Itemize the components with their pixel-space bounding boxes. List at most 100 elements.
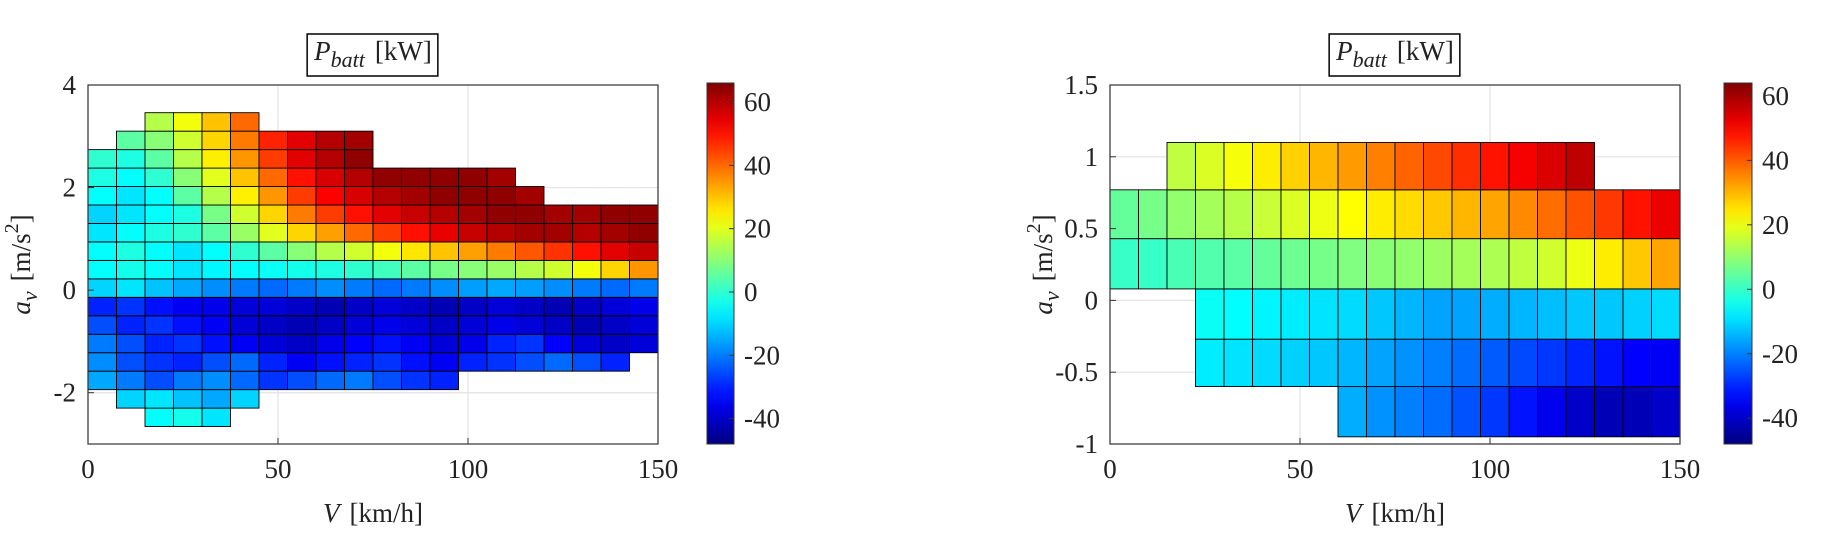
x-tick-label: 150 [638,454,679,484]
heat-cell [344,259,374,280]
heat-cell [629,223,659,243]
heat-cell [458,167,488,187]
heat-cell [629,259,659,280]
heat-cell [287,149,317,169]
heat-cell [600,296,630,317]
heat-cell [515,186,545,206]
heat-cell [486,204,516,224]
heat-cell [458,352,488,372]
heat-cell [344,370,374,391]
heat-cell [600,223,630,243]
y-tick-label: 2 [63,173,77,203]
colorbar-tick-label: 60 [744,87,771,117]
heat-cell [1508,288,1538,340]
heat-cell [543,296,573,317]
heat-cell [1309,288,1339,340]
heat-cell [315,370,345,391]
heat-cell [458,315,488,335]
heat-cell [1252,189,1282,240]
heat-cell [572,296,602,317]
x-label-symbol: V [323,498,343,528]
heat-cell [458,296,488,317]
heat-cell [1480,189,1510,240]
heat-cell [144,167,174,187]
heat-cell [1138,189,1168,240]
heat-cell [201,241,231,261]
colorbar-tick-label: 40 [1762,145,1789,175]
heat-cell [144,223,174,243]
heat-cell [287,352,317,372]
heat-cell [230,333,260,354]
y-label-power: 2 [1,223,23,233]
heat-cell [116,259,146,280]
heat-cell [144,186,174,206]
heat-cell [1366,386,1396,438]
heat-cell [1195,238,1225,290]
heat-cell [258,259,288,280]
heat-cell [144,259,174,280]
heat-cell [401,352,431,372]
heat-cell [1394,141,1424,191]
title-subscript: batt [1353,47,1388,72]
heat-cell [173,389,203,409]
heat-cell [116,186,146,206]
heat-cell [230,241,260,261]
heat-cell [173,241,203,261]
heat-cell [486,352,516,372]
heat-cell [287,296,317,317]
heat-cell [1451,386,1481,438]
heat-cell [230,223,260,243]
heat-cell [1508,386,1538,438]
heat-cell [629,241,659,261]
title-box [306,33,439,77]
heat-cell [201,315,231,335]
heat-cell [401,167,431,187]
heat-cell [1565,189,1595,240]
heat-cell [600,333,630,354]
heat-cell [1451,338,1481,388]
heat-cell [1195,338,1225,388]
colorbar-tick-label: 60 [1762,81,1789,111]
heat-cell [372,204,402,224]
heat-cell [1394,338,1424,388]
heat-cell [1309,189,1339,240]
heat-cell [315,130,345,151]
heat-cell [543,241,573,261]
heat-cell [87,315,117,335]
heat-cell [543,223,573,243]
heat-cell [201,204,231,224]
heat-cell [315,333,345,354]
heat-cell [1451,141,1481,191]
heat-cell [230,296,260,317]
heat-cell [258,241,288,261]
heat-cell [1166,238,1196,290]
heat-cell [1280,288,1310,340]
heat-cell [1451,238,1481,290]
heat-cell [401,296,431,317]
heat-cell [201,333,231,354]
heat-cell [1537,238,1567,290]
heat-cell [230,149,260,169]
heat-cell [315,223,345,243]
heat-cell [116,389,146,409]
heat-cell [1337,189,1367,240]
heat-cell [486,167,516,187]
heat-cell [629,296,659,317]
heat-cell [458,278,488,298]
heat-cell [1223,288,1253,340]
y-axis-label: av [m/s2] [1023,214,1064,314]
heat-cell [173,223,203,243]
y-axis-label: av [m/s2] [1,214,42,314]
heat-cell [173,315,203,335]
y-tick-label: 0.5 [1064,214,1098,244]
heat-cell [629,278,659,298]
heat-cell [372,278,402,298]
heat-cell [515,241,545,261]
heat-cell [1451,288,1481,340]
heat-cell [287,315,317,335]
heat-cell [315,167,345,187]
heat-cell [372,352,402,372]
heat-cell [173,130,203,151]
heat-cell [287,241,317,261]
heat-cell [1508,141,1538,191]
